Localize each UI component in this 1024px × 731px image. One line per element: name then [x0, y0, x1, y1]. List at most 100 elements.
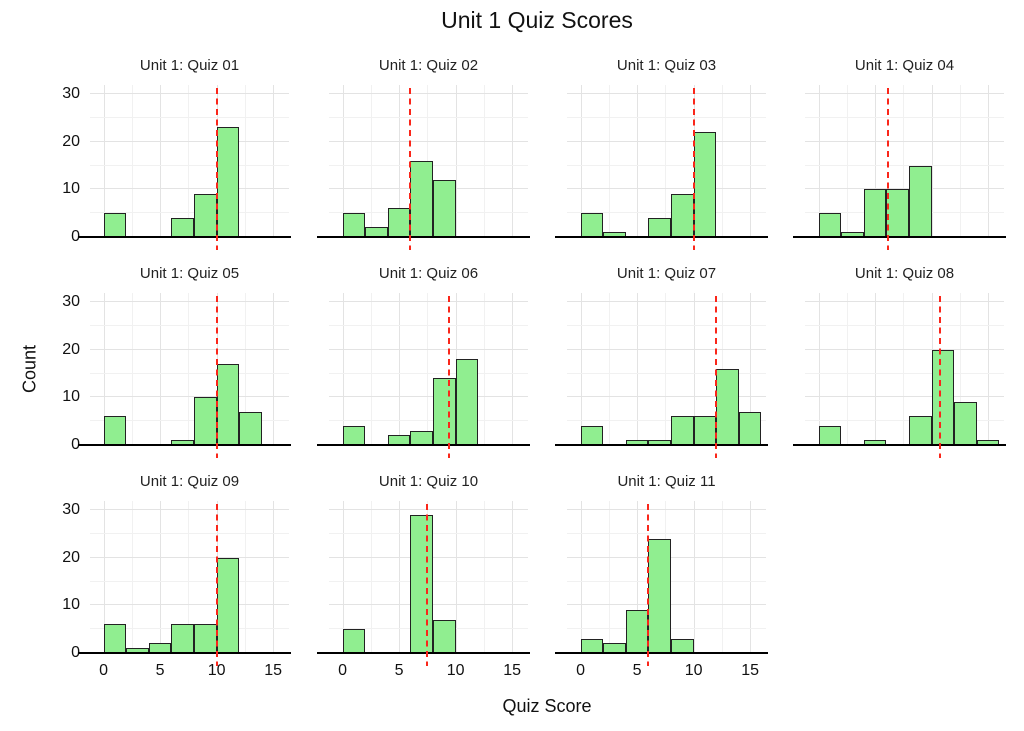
gridline-y-major: [805, 348, 1004, 350]
gridline-x-major: [342, 501, 344, 653]
facet-title: Unit 1: Quiz 10: [378, 473, 479, 490]
x-axis-line: [793, 236, 1006, 238]
histogram-bar: [693, 132, 717, 237]
gridline-y-major: [329, 301, 528, 303]
histogram-bar: [863, 440, 887, 445]
facet-cell: Unit 1: Quiz 05 0 10 20 30: [62, 263, 291, 458]
x-tick-label: 15: [264, 662, 283, 679]
gridline-y-major: [90, 396, 289, 398]
gridline-x-major: [637, 501, 639, 653]
x-tick-label: 15: [503, 662, 522, 679]
facet-cell: Unit 1: Quiz 03: [555, 55, 768, 250]
histogram-bar: [194, 397, 217, 445]
gridline-x-major: [512, 85, 514, 237]
histogram-bar: [909, 416, 932, 445]
mean-refline: [886, 88, 889, 250]
gridline-x-minor: [244, 293, 246, 445]
gridline-y-minor: [90, 532, 289, 534]
gridline-x-major: [818, 293, 820, 445]
gridline-x-major: [875, 85, 877, 237]
gridline-x-minor: [427, 293, 429, 445]
histogram-bar: [433, 179, 456, 237]
gridline-x-minor: [665, 85, 667, 237]
gridline-x-minor: [244, 501, 246, 653]
gridline-x-major: [875, 293, 877, 445]
mean-refline: [647, 504, 650, 666]
gridline-y-minor: [90, 212, 289, 214]
gridline-x-major: [103, 501, 105, 653]
histogram-bar: [387, 435, 411, 445]
x-axis-line: [555, 444, 768, 446]
histogram-bar: [126, 648, 149, 653]
gridline-y-major: [567, 509, 766, 511]
facet-cell: Unit 1: Quiz 02: [317, 55, 530, 250]
histogram-bar: [387, 208, 411, 237]
x-tick-label: 5: [632, 662, 642, 679]
histogram-bar: [818, 213, 842, 237]
y-tick-label: 20: [62, 132, 80, 150]
gridline-y-major: [329, 140, 528, 142]
gridline-x-major: [750, 85, 752, 237]
facet-title: Unit 1: Quiz 09: [139, 473, 240, 490]
histogram-bar: [738, 411, 762, 445]
facet-panel: [793, 85, 1006, 250]
gridline-y-major: [805, 301, 1004, 303]
gridline-x-major: [160, 501, 162, 653]
histogram-bar: [648, 538, 672, 653]
gridline-x-minor: [483, 501, 485, 653]
gridline-y-major: [90, 348, 289, 350]
gridline-x-minor: [846, 293, 848, 445]
gridline-x-minor: [903, 85, 905, 237]
y-tick-label: 10: [62, 596, 80, 614]
gridline-x-major: [160, 293, 162, 445]
gridline-y-major: [90, 556, 289, 558]
gridline-y-minor: [567, 420, 766, 422]
histogram-bar: [886, 189, 910, 237]
histogram-bar: [342, 425, 366, 445]
histogram-bar: [580, 638, 604, 653]
gridline-x-major: [818, 85, 820, 237]
gridline-y-major: [567, 396, 766, 398]
gridline-y-minor: [90, 164, 289, 166]
gridline-x-major: [580, 85, 582, 237]
histogram-bar: [863, 189, 887, 237]
facet-panel: 0 5 10 15: [555, 501, 768, 679]
gridline-x-major: [637, 85, 639, 237]
x-axis-title: Quiz Score: [502, 696, 592, 716]
y-tick-label: 30: [62, 293, 80, 311]
gridline-x-major: [580, 293, 582, 445]
histogram-bar: [433, 378, 456, 445]
gridline-y-minor: [567, 532, 766, 534]
facet-cell: Unit 1: Quiz 09 0 10 20 30 0 5 10 15: [62, 471, 291, 679]
gridline-y-major: [90, 93, 289, 95]
x-axis-line: [78, 652, 291, 654]
gridline-x-minor: [188, 501, 190, 653]
gridline-y-major: [567, 348, 766, 350]
histogram-bar: [365, 227, 388, 237]
histogram-bar: [976, 440, 1000, 445]
gridline-x-major: [750, 501, 752, 653]
y-tick-label: 30: [62, 501, 80, 519]
gridline-y-major: [329, 93, 528, 95]
gridline-x-major: [399, 501, 401, 653]
gridline-x-minor: [903, 293, 905, 445]
gridline-y-minor: [567, 164, 766, 166]
facet-title: Unit 1: Quiz 04: [854, 57, 955, 74]
facet-cell: Unit 1: Quiz 11 0 5 10 15: [555, 471, 768, 679]
facet-cell: Unit 1: Quiz 08: [793, 263, 1006, 458]
histogram-bar: [103, 624, 127, 653]
histogram-bar: [455, 359, 479, 445]
histogram-bar: [410, 160, 434, 237]
gridline-x-minor: [846, 85, 848, 237]
x-axis-line: [317, 652, 530, 654]
gridline-y-major: [329, 509, 528, 511]
gridline-y-minor: [805, 164, 1004, 166]
gridline-x-major: [988, 293, 990, 445]
gridline-y-major: [805, 396, 1004, 398]
histogram-bar: [239, 411, 262, 445]
facet-title: Unit 1: Quiz 07: [616, 265, 717, 282]
x-axis-line: [78, 444, 291, 446]
gridline-x-minor: [959, 85, 961, 237]
gridline-x-major: [103, 293, 105, 445]
histogram-bar: [909, 165, 932, 237]
